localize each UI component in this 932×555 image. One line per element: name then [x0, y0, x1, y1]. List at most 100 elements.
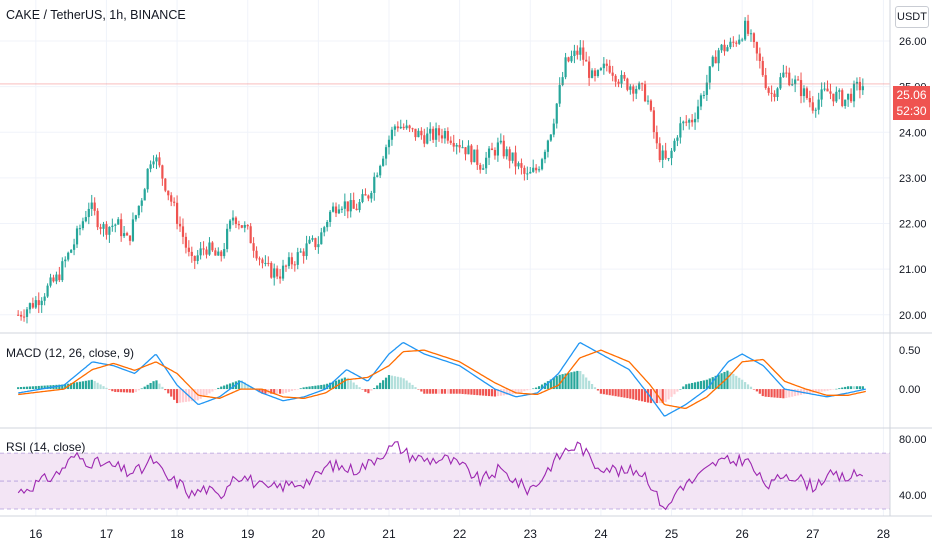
candle-body — [673, 140, 676, 151]
candle-body — [711, 56, 714, 67]
macd-histogram-bar — [308, 386, 311, 390]
candle-body — [99, 227, 102, 229]
candle-body — [514, 152, 517, 167]
candle-body — [482, 168, 485, 170]
candle-body — [393, 126, 396, 130]
candle-body — [284, 265, 288, 267]
candle-body — [511, 152, 514, 161]
macd-histogram-bar — [788, 389, 791, 398]
macd-histogram-bar — [311, 386, 314, 390]
macd-histogram-bar — [346, 377, 349, 390]
macd-histogram-bar — [767, 389, 770, 398]
macd-histogram-bar — [579, 371, 582, 390]
macd-histogram-bar — [376, 385, 379, 390]
macd-histogram-bar — [361, 389, 364, 390]
candle-body — [293, 264, 296, 266]
candle-body — [234, 217, 238, 225]
candle-body — [758, 53, 761, 61]
candle-body — [826, 88, 829, 92]
macd-histogram-bar — [493, 389, 497, 397]
candle-body — [199, 248, 202, 256]
candle-body — [858, 81, 861, 91]
macd-histogram-bar — [317, 385, 320, 390]
macd-histogram-bar — [440, 389, 444, 394]
macd-histogram-bar — [125, 389, 129, 393]
macd-histogram-bar — [508, 389, 511, 395]
candle-body — [243, 224, 246, 228]
macd-histogram-bar — [596, 389, 600, 391]
candle-body — [123, 233, 126, 237]
candle-body — [791, 84, 794, 86]
macd-histogram-bar — [379, 382, 382, 390]
macd-histogram-bar — [296, 389, 299, 390]
time-axis-tick: 23 — [524, 527, 538, 541]
candle-body — [205, 249, 208, 255]
candle-body — [555, 103, 558, 124]
candle-body — [549, 134, 552, 141]
candle-body — [143, 189, 146, 201]
candle-body — [67, 252, 70, 260]
candle-body — [87, 208, 90, 218]
candle-body — [470, 145, 473, 163]
macd-histogram-bar — [476, 389, 479, 396]
time-axis-tick: 27 — [806, 527, 820, 541]
macd-histogram-bar — [446, 389, 449, 394]
macd-histogram-bar — [81, 381, 85, 390]
macd-histogram-bar — [420, 389, 423, 392]
candle-body — [261, 259, 264, 264]
candle-body — [379, 165, 382, 176]
macd-histogram-bar — [276, 389, 279, 394]
macd-histogram-bar — [744, 382, 747, 390]
candle-body — [84, 217, 87, 222]
candle-body — [58, 274, 61, 281]
price-axis-tick: 21.00 — [899, 264, 927, 276]
macd-histogram-bar — [17, 387, 20, 390]
macd-histogram-bar — [443, 389, 447, 394]
macd-histogram-bar — [128, 389, 132, 393]
candle-body — [693, 118, 697, 123]
macd-histogram-bar — [764, 389, 767, 397]
candle-body — [658, 143, 661, 160]
macd-histogram-bar — [658, 389, 661, 404]
macd-histogram-bar — [302, 387, 305, 390]
macd-histogram-bar — [646, 389, 650, 403]
macd-histogram-bar — [31, 386, 34, 390]
currency-button[interactable]: USDT — [895, 6, 929, 28]
macd-histogram-bar — [611, 389, 614, 396]
candle-body — [78, 228, 82, 230]
macd-histogram-bar — [693, 382, 697, 390]
candle-body — [346, 201, 349, 212]
candle-body — [829, 91, 832, 94]
candle-body — [81, 221, 85, 229]
candle-body — [646, 100, 650, 102]
candle-body — [308, 239, 311, 244]
candle-body — [523, 167, 526, 174]
candle-body — [376, 175, 379, 177]
macd-histogram-bar — [426, 389, 429, 394]
candle-body — [432, 128, 435, 140]
macd-histogram-bar — [299, 388, 302, 390]
macd-histogram-bar — [820, 389, 823, 392]
macd-histogram-bar — [102, 386, 105, 390]
macd-histogram-bar — [599, 389, 602, 394]
macd-histogram-bar — [117, 389, 120, 393]
candle-body — [520, 163, 523, 168]
macd-histogram-bar — [211, 389, 214, 392]
macd-histogram-bar — [399, 377, 402, 390]
macd-histogram-bar — [643, 389, 647, 402]
candle-body — [817, 99, 820, 110]
macd-histogram-bar — [682, 386, 685, 390]
rsi-label: RSI (14, close) — [6, 440, 86, 454]
candle-body — [726, 47, 729, 52]
candle-body — [664, 150, 667, 159]
candle-body — [382, 158, 385, 166]
candle-body — [299, 251, 302, 253]
macd-histogram-bar — [167, 389, 170, 394]
macd-histogram-bar — [588, 380, 591, 390]
candle-body — [331, 206, 335, 212]
candle-body — [638, 83, 641, 89]
candle-body — [267, 262, 270, 264]
macd-histogram-bar — [199, 389, 202, 399]
candle-body — [499, 140, 502, 143]
